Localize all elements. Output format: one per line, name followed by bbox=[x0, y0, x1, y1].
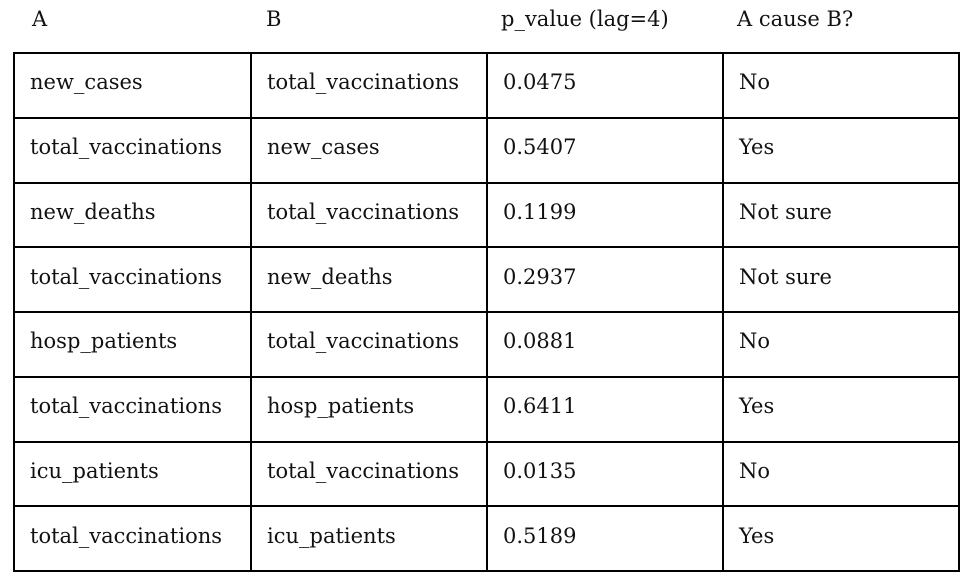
cell-b: total_vaccinations bbox=[250, 181, 488, 249]
cell-p-value: 0.6411 bbox=[486, 375, 724, 443]
cell-a: new_deaths bbox=[13, 181, 252, 249]
cell-cause: No bbox=[722, 440, 960, 508]
table-row: new_deaths total_vaccinations 0.1199 Not… bbox=[13, 181, 960, 249]
cell-a: total_vaccinations bbox=[13, 116, 252, 184]
cell-b: total_vaccinations bbox=[250, 52, 488, 119]
table-row: total_vaccinations new_cases 0.5407 Yes bbox=[13, 116, 960, 184]
cell-a: total_vaccinations bbox=[13, 246, 252, 313]
cell-cause: Yes bbox=[722, 116, 960, 184]
cell-a: new_cases bbox=[13, 52, 252, 119]
cell-p-value: 0.0475 bbox=[486, 52, 724, 119]
causality-table: new_cases total_vaccinations 0.0475 No t… bbox=[13, 52, 960, 572]
cell-p-value: 0.5189 bbox=[486, 505, 724, 572]
cell-b: new_deaths bbox=[250, 246, 488, 313]
cell-b: total_vaccinations bbox=[250, 311, 488, 378]
cell-p-value: 0.1199 bbox=[486, 181, 724, 249]
header-a: A bbox=[32, 7, 48, 31]
cell-cause: No bbox=[722, 311, 960, 378]
cell-a: icu_patients bbox=[13, 440, 252, 508]
cell-cause: Not sure bbox=[722, 181, 960, 249]
table-header: A B p_value (lag=4) A cause B? bbox=[0, 0, 971, 52]
header-a-cause-b: A cause B? bbox=[737, 7, 854, 31]
table-row: new_cases total_vaccinations 0.0475 No bbox=[13, 52, 960, 119]
cell-a: hosp_patients bbox=[13, 311, 252, 378]
table-row: hosp_patients total_vaccinations 0.0881 … bbox=[13, 311, 960, 378]
cell-b: new_cases bbox=[250, 116, 488, 184]
cell-p-value: 0.2937 bbox=[486, 246, 724, 313]
cell-cause: No bbox=[722, 52, 960, 119]
cell-p-value: 0.0135 bbox=[486, 440, 724, 508]
cell-a: total_vaccinations bbox=[13, 505, 252, 572]
cell-b: icu_patients bbox=[250, 505, 488, 572]
header-p-value: p_value (lag=4) bbox=[501, 7, 669, 31]
cell-cause: Yes bbox=[722, 505, 960, 572]
cell-cause: Not sure bbox=[722, 246, 960, 313]
cell-p-value: 0.0881 bbox=[486, 311, 724, 378]
cell-b: hosp_patients bbox=[250, 375, 488, 443]
table-row: total_vaccinations new_deaths 0.2937 Not… bbox=[13, 246, 960, 313]
table-row: total_vaccinations icu_patients 0.5189 Y… bbox=[13, 505, 960, 572]
cell-a: total_vaccinations bbox=[13, 375, 252, 443]
table-row: total_vaccinations hosp_patients 0.6411 … bbox=[13, 375, 960, 443]
cell-p-value: 0.5407 bbox=[486, 116, 724, 184]
cell-cause: Yes bbox=[722, 375, 960, 443]
header-b: B bbox=[266, 7, 282, 31]
table-row: icu_patients total_vaccinations 0.0135 N… bbox=[13, 440, 960, 508]
cell-b: total_vaccinations bbox=[250, 440, 488, 508]
